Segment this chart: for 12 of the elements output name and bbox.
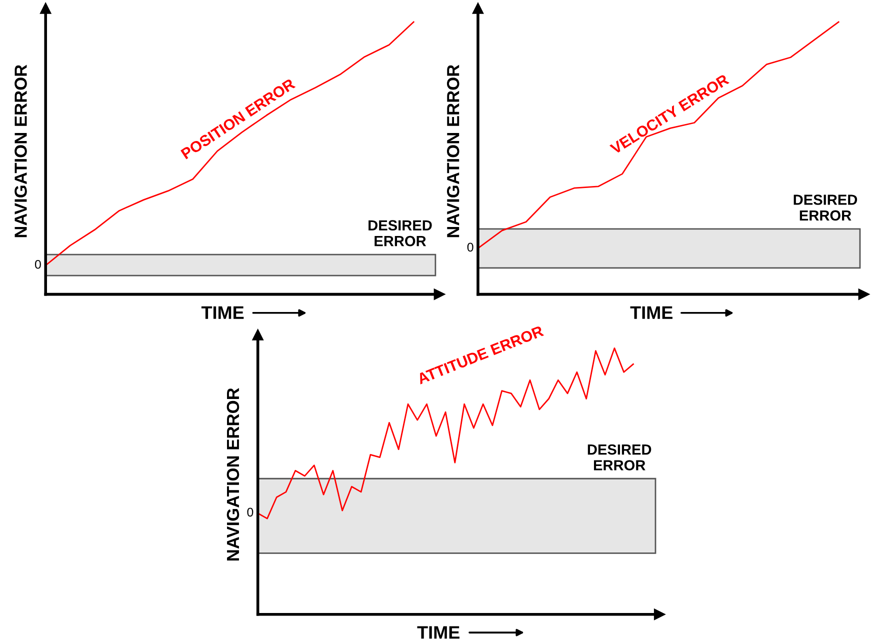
band-label: DESIRED ERROR	[588, 444, 652, 470]
annotation: 0	[247, 508, 254, 517]
x-axis-title: TIME	[630, 306, 672, 319]
y-axis-title: NAVIGATION ERROR	[446, 64, 460, 238]
y-axis-title: NAVIGATION ERROR	[14, 64, 27, 238]
x-axis-title: TIME	[201, 306, 244, 319]
text: 0	[467, 242, 474, 252]
band-label: DESIRED ERROR	[794, 194, 858, 221]
y-axis-title: NAVIGATION ERROR	[226, 388, 240, 560]
band-label: DESIRED ERROR	[368, 220, 432, 246]
text: 0	[34, 260, 41, 269]
x-axis-title: TIME	[417, 626, 460, 639]
